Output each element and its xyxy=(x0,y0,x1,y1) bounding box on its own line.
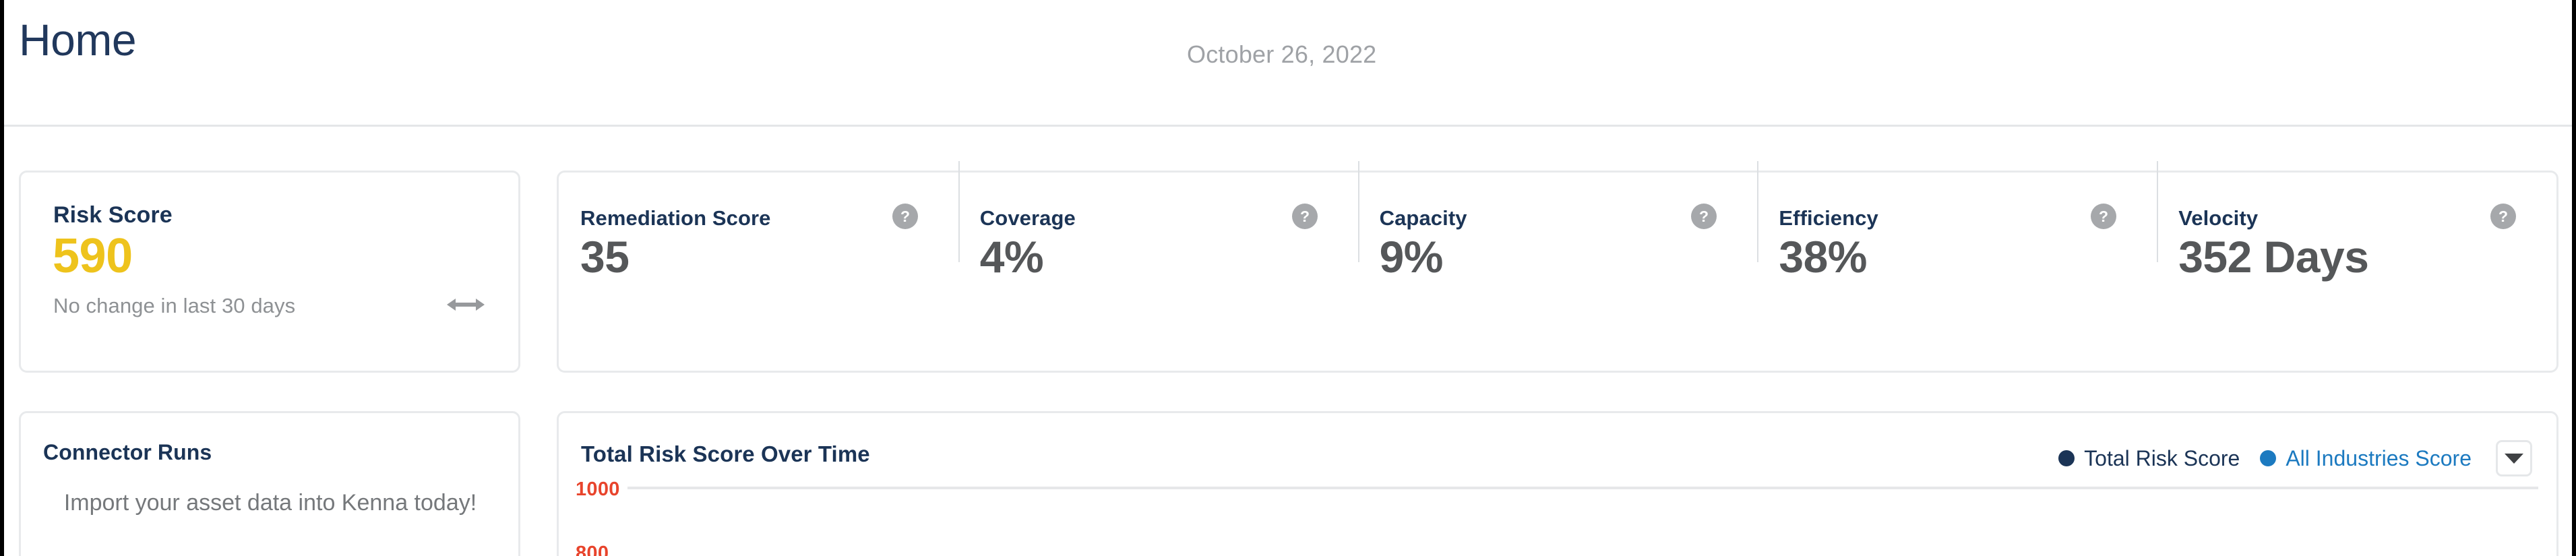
connector-runs-message: Import your asset data into Kenna today! xyxy=(63,490,477,516)
connector-runs-title: Connector Runs xyxy=(43,440,212,464)
svg-text:?: ? xyxy=(2099,208,2108,225)
chart-title: Total Risk Score Over Time xyxy=(581,441,870,466)
total-risk-score-chart-card: Total Risk Score Over Time Total Risk Sc… xyxy=(557,411,2558,556)
metric-remediation-score: Remediation Score 35 ? xyxy=(559,173,958,371)
legend-dot-icon xyxy=(2058,450,2075,466)
metric-label: Velocity xyxy=(2178,206,2259,230)
metric-label: Coverage xyxy=(979,206,1076,230)
metric-label: Capacity xyxy=(1379,206,1467,230)
y-axis-tick-label: 1000 xyxy=(576,478,620,500)
question-mark-circle-icon[interactable]: ? xyxy=(2091,204,2117,229)
metric-label: Remediation Score xyxy=(580,206,771,230)
svg-text:?: ? xyxy=(900,208,910,225)
key-metrics-card: Remediation Score 35 ? Coverage 4% ? xyxy=(557,161,2558,373)
question-mark-circle-icon[interactable]: ? xyxy=(2490,204,2516,229)
metric-value: 352 Days xyxy=(2178,232,2369,282)
risk-score-value: 590 xyxy=(53,229,133,283)
risk-score-change-text: No change in last 30 days xyxy=(53,294,296,317)
page-title: Home xyxy=(19,15,137,65)
metrics-row: Remediation Score 35 ? Coverage 4% ? xyxy=(559,161,2556,371)
metric-value: 9% xyxy=(1379,232,1444,282)
chart-plot-area: 1000 800 xyxy=(559,476,2556,556)
metric-value: 38% xyxy=(1779,232,1867,282)
connector-runs-card: Connector Runs Import your asset data in… xyxy=(19,411,520,556)
metric-capacity: Capacity 9% ? xyxy=(1357,161,1758,371)
chart-legend: Total Risk Score All Industries Score xyxy=(2058,440,2532,476)
question-mark-circle-icon[interactable]: ? xyxy=(1691,204,1717,229)
risk-score-title: Risk Score xyxy=(53,202,173,228)
page-header: Home October 26, 2022 xyxy=(4,0,2572,127)
risk-score-card: Risk Score 590 No change in last 30 days xyxy=(19,171,520,373)
metric-value: 35 xyxy=(580,232,630,282)
chart-gridline xyxy=(627,487,2538,489)
legend-label: All Industries Score xyxy=(2286,445,2472,470)
metric-coverage: Coverage 4% ? xyxy=(958,161,1358,371)
metric-value: 4% xyxy=(979,232,1044,282)
left-right-arrow-icon xyxy=(446,292,486,317)
legend-item-total-risk-score[interactable]: Total Risk Score xyxy=(2058,446,2240,471)
svg-text:?: ? xyxy=(1699,208,1709,225)
legend-dot-icon xyxy=(2260,450,2277,466)
metric-efficiency: Efficiency 38% ? xyxy=(1757,161,2157,371)
question-mark-circle-icon[interactable]: ? xyxy=(1291,204,1318,229)
svg-text:?: ? xyxy=(2498,208,2508,225)
metric-label: Efficiency xyxy=(1779,206,1878,230)
metric-velocity: Velocity 352 Days ? xyxy=(2157,161,2556,371)
y-axis-tick-label: 800 xyxy=(576,543,609,556)
header-date: October 26, 2022 xyxy=(1187,40,1377,68)
legend-item-all-industries-score[interactable]: All Industries Score xyxy=(2260,446,2472,471)
chart-options-dropdown-button[interactable] xyxy=(2496,440,2532,476)
legend-label: Total Risk Score xyxy=(2084,445,2240,470)
question-mark-circle-icon[interactable]: ? xyxy=(892,204,918,229)
chevron-down-icon xyxy=(2505,453,2523,464)
svg-text:?: ? xyxy=(1300,208,1310,225)
